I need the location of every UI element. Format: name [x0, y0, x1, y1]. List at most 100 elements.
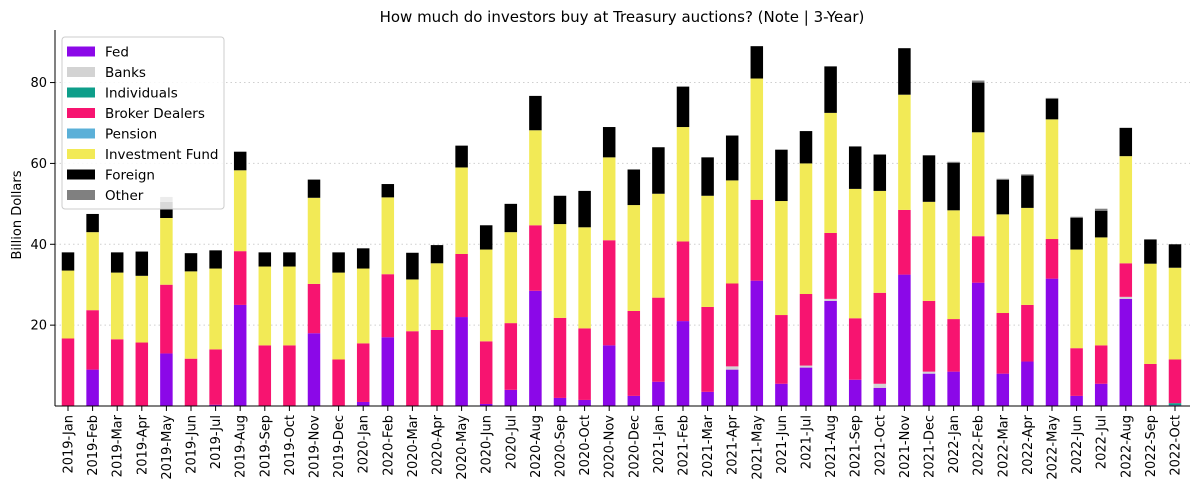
bar-segment-investment-fund	[602, 157, 616, 241]
bar-segment-foreign	[922, 155, 936, 202]
x-tick-label: 2019-Mar	[111, 414, 126, 477]
bar-segment-investment-fund	[135, 275, 149, 343]
bar-segment-foreign	[1144, 239, 1157, 264]
bar-segment-fed	[873, 387, 887, 406]
bar-segment-fed	[1045, 278, 1059, 406]
x-tick-label: 2021-Dec	[923, 415, 938, 478]
x-tick-label: 2020-Jan	[357, 415, 372, 474]
bar-segment-fed	[898, 274, 911, 406]
legend: Fed Banks Individuals Broker Dealers Pension…	[61, 36, 225, 210]
bar-segment-foreign	[996, 179, 1010, 215]
bar-segment-broker-dealers	[1144, 363, 1157, 406]
bar-segment-other	[971, 80, 985, 83]
bar-segment-broker-dealers	[824, 232, 837, 299]
x-tick-label: 2020-Oct	[578, 415, 593, 476]
bar-segment-investment-fund	[233, 170, 247, 252]
x-tick-label: 2019-Dec	[332, 415, 347, 478]
bar-segment-foreign	[750, 46, 764, 79]
bar-segment-broker-dealers	[110, 339, 124, 406]
bar-segment-foreign	[406, 252, 419, 280]
bar-segment-investment-fund	[1021, 207, 1034, 305]
bar-segment-broker-dealers	[184, 358, 198, 406]
x-tick-label: 2022-Jan	[947, 415, 962, 474]
bar-segment-fed	[947, 371, 960, 406]
bar-segment-foreign	[652, 147, 665, 194]
x-tick-label: 2020-Jun	[480, 415, 495, 474]
bar-segment-investment-fund	[1168, 267, 1182, 360]
bar-segment-foreign	[307, 179, 321, 198]
x-tick-label: 2021-Apr	[726, 414, 741, 475]
bar-segment-fed	[553, 397, 567, 406]
bar-segment-fed	[750, 280, 764, 406]
bar-segment-broker-dealers	[332, 359, 345, 406]
x-tick-label: 2021-Jul	[800, 415, 815, 469]
bar-segment-fed	[479, 403, 493, 406]
x-tick-label: 2021-Sep	[849, 415, 864, 477]
bar-segment-broker-dealers	[1045, 239, 1059, 279]
x-tick-label: 2019-Jul	[209, 415, 224, 469]
bar-segment-broker-dealers	[1021, 304, 1034, 362]
bar-segment-investment-fund	[1094, 237, 1108, 346]
bar-segment-investment-fund	[1070, 249, 1083, 349]
bar-segment-fed	[209, 404, 222, 406]
legend-swatch-individuals	[67, 87, 95, 98]
bar-segment-foreign	[479, 225, 493, 250]
bar-segment-investment-fund	[971, 132, 985, 237]
bar-segment-other	[1094, 208, 1108, 211]
bar-segment-fed	[504, 389, 518, 406]
bar-segment-fed	[602, 345, 616, 406]
x-tick-label: 2022-Jun	[1070, 415, 1085, 474]
x-tick-label: 2021-Jun	[775, 415, 790, 474]
bar-segment-foreign	[209, 250, 222, 269]
bar-segment-foreign	[1168, 244, 1182, 268]
bar-segment-fed	[775, 383, 788, 406]
bar-segment-investment-fund	[922, 201, 936, 301]
bar-segment-fed	[356, 401, 370, 406]
bar-segment-banks	[873, 383, 887, 388]
bar-segment-foreign	[61, 252, 75, 271]
bar-segment-foreign	[1045, 98, 1059, 120]
bar-segment-broker-dealers	[504, 323, 518, 390]
bar-segment-broker-dealers	[701, 306, 714, 392]
bar-segment-investment-fund	[553, 224, 567, 318]
bar-segment-investment-fund	[529, 130, 542, 226]
bar-segment-broker-dealers	[1168, 359, 1182, 404]
x-tick-label: 2022-Mar	[996, 414, 1011, 477]
bar-segment-investment-fund	[996, 214, 1010, 314]
bar-segment-investment-fund	[848, 188, 862, 319]
bar-segment-investment-fund	[110, 272, 124, 340]
bar-segment-foreign	[332, 252, 345, 273]
x-tick-label: 2021-May	[750, 415, 765, 480]
bar-segment-foreign	[701, 157, 714, 196]
bar-segment-broker-dealers	[947, 319, 960, 372]
x-tick-label: 2020-Dec	[627, 415, 642, 478]
bar-segment-broker-dealers	[1070, 348, 1083, 396]
bar-segment-broker-dealers	[356, 343, 370, 402]
bar-segment-fed	[381, 337, 395, 406]
legend-frame	[61, 36, 225, 210]
bar-segment-broker-dealers	[529, 225, 542, 291]
bar-segment-other	[996, 178, 1010, 180]
bar-segment-foreign	[135, 251, 149, 276]
bar-segment-broker-dealers	[86, 310, 99, 370]
bar-segment-foreign	[799, 131, 813, 164]
x-tick-label: 2020-May	[455, 415, 470, 480]
bar-segment-broker-dealers	[160, 284, 173, 354]
bar-segment-fed	[307, 333, 321, 406]
legend-swatch-other	[67, 190, 95, 200]
bar-segment-investment-fund	[307, 197, 321, 284]
bar-segment-foreign	[627, 169, 641, 206]
bar-segment-foreign	[455, 145, 468, 168]
bar-segment-broker-dealers	[135, 342, 149, 406]
bar-segment-broker-dealers	[676, 241, 690, 322]
bar-segment-broker-dealers	[898, 209, 911, 275]
bar-segment-investment-fund	[455, 167, 468, 254]
bar-segment-broker-dealers	[233, 251, 247, 305]
x-tick-label: 2019-Jan	[62, 415, 77, 474]
bar-segment-foreign	[578, 190, 591, 228]
bar-segment-broker-dealers	[750, 199, 764, 281]
y-tick-label: 80	[30, 76, 47, 91]
bar-segment-banks	[725, 366, 739, 370]
x-tick-label: 2020-Feb	[381, 415, 396, 476]
